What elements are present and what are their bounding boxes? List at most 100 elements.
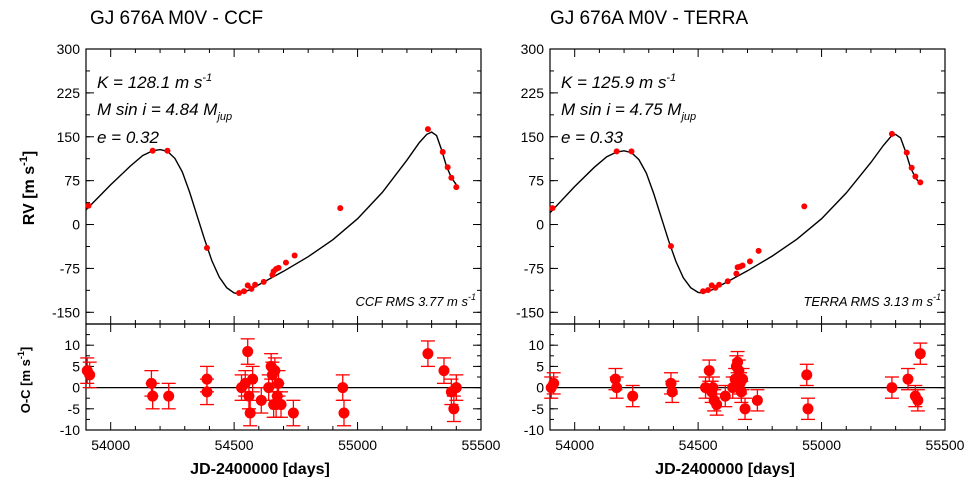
data-point xyxy=(705,287,711,294)
y-tick-label: -5 xyxy=(532,401,545,417)
data-point xyxy=(248,285,255,292)
data-point xyxy=(549,205,556,212)
y-tick-label: 0 xyxy=(72,380,80,396)
residual-point xyxy=(719,390,731,402)
data-point xyxy=(453,184,460,191)
residual-point xyxy=(751,394,763,406)
residual-point xyxy=(84,369,96,381)
rms-annotation: CCF RMS 3.77 m s-1 xyxy=(356,292,476,309)
xlabel-right: JD-2400000 [days] xyxy=(655,461,795,477)
data-point xyxy=(739,262,746,269)
residual-point xyxy=(147,390,159,402)
residual-point xyxy=(739,403,751,415)
residual-point xyxy=(886,382,898,394)
residual-point xyxy=(914,348,926,360)
x-tick-label: 54500 xyxy=(679,437,718,453)
y-tick-label: 300 xyxy=(521,41,545,57)
model-curve xyxy=(85,131,457,295)
x-tick-label: 54000 xyxy=(555,437,594,453)
data-point xyxy=(241,288,247,295)
svg-text:RV [m s-1]: RV [m s-1] xyxy=(18,151,38,225)
data-point xyxy=(85,202,92,209)
y-tick-label: 225 xyxy=(57,85,81,101)
data-point xyxy=(746,258,753,265)
data-point xyxy=(203,244,210,251)
x-tick-label: 55000 xyxy=(802,437,841,453)
ecc-annotation: e = 0.32 xyxy=(97,128,159,147)
data-point xyxy=(903,149,910,156)
y-tick-label: 0 xyxy=(536,380,544,396)
axes-frame xyxy=(85,323,482,431)
panel-title: GJ 676A M0V - CCF xyxy=(90,8,263,29)
residual-point xyxy=(273,377,285,389)
data-point xyxy=(236,289,243,296)
residual-point xyxy=(711,399,723,411)
data-point xyxy=(700,288,707,295)
residual-point xyxy=(243,390,255,402)
y-tick-label: 150 xyxy=(521,129,545,145)
data-point xyxy=(613,148,620,155)
data-point xyxy=(667,243,674,250)
residual-point xyxy=(548,377,560,389)
y-tick-label: 225 xyxy=(521,85,545,101)
data-point xyxy=(801,203,808,210)
data-point xyxy=(291,252,298,259)
rms-annotation: TERRA RMS 3.13 m s-1 xyxy=(803,292,941,309)
data-point xyxy=(275,264,282,271)
k-annotation: K = 128.1 m s-1 xyxy=(97,72,212,92)
plot-area: -150 -75 0 75 150 225 300 -10 -5 0 5 10 54000 54500 55… xyxy=(52,41,501,453)
residual-point xyxy=(703,365,715,377)
y-tick-label: 75 xyxy=(528,173,544,189)
residual-point xyxy=(255,394,267,406)
data-point xyxy=(252,281,259,288)
oc-ylabel: O-C [m s-1] xyxy=(16,347,33,414)
data-point xyxy=(444,164,451,171)
residual-point xyxy=(163,390,175,402)
data-point xyxy=(439,148,446,155)
data-point xyxy=(908,164,915,171)
data-point xyxy=(260,278,267,285)
model-curve xyxy=(549,133,921,294)
residual-point xyxy=(735,386,747,398)
residual-point xyxy=(912,394,924,406)
y-tick-label: -150 xyxy=(52,304,80,320)
msini-annotation: M sin i = 4.75 Mjup xyxy=(561,100,696,123)
data-point xyxy=(448,174,455,181)
data-point xyxy=(628,148,635,155)
data-point xyxy=(424,126,431,133)
data-point xyxy=(912,173,919,180)
ecc-annotation: e = 0.33 xyxy=(561,128,623,147)
residual-point xyxy=(242,346,254,358)
svg-text:O-C [m s-1]: O-C [m s-1] xyxy=(16,347,33,414)
x-tick-label: 54000 xyxy=(91,437,130,453)
residual-point xyxy=(338,407,350,419)
data-point xyxy=(755,247,762,254)
data-point xyxy=(888,130,895,137)
plot-area: -150 -75 0 75 150 225 300 -10 -5 0 5 10 54000 54500 55… xyxy=(516,41,965,453)
y-tick-label: 10 xyxy=(528,337,544,353)
y-tick-label: 150 xyxy=(57,129,81,145)
residual-point xyxy=(275,399,287,411)
data-point xyxy=(149,147,156,154)
y-tick-label: 0 xyxy=(72,217,80,233)
y-tick-label: -150 xyxy=(516,304,544,320)
x-tick-label: 55500 xyxy=(462,437,501,453)
y-tick-label: 10 xyxy=(64,337,80,353)
residual-point xyxy=(247,373,259,385)
x-tick-label: 55000 xyxy=(338,437,377,453)
residual-point xyxy=(438,365,450,377)
x-tick-label: 55500 xyxy=(926,437,965,453)
data-point xyxy=(917,179,924,186)
y-tick-label: 300 xyxy=(57,41,81,57)
y-tick-label: 5 xyxy=(536,358,544,374)
y-tick-label: -75 xyxy=(524,260,544,276)
residual-point xyxy=(802,403,814,415)
k-annotation: K = 125.9 m s-1 xyxy=(561,72,676,92)
residual-point xyxy=(801,369,813,381)
y-tick-label: 75 xyxy=(64,173,80,189)
panel-title: GJ 676A M0V - TERRA xyxy=(550,8,748,29)
y-tick-label: 5 xyxy=(72,358,80,374)
data-point xyxy=(282,259,289,266)
residual-point xyxy=(450,382,462,394)
